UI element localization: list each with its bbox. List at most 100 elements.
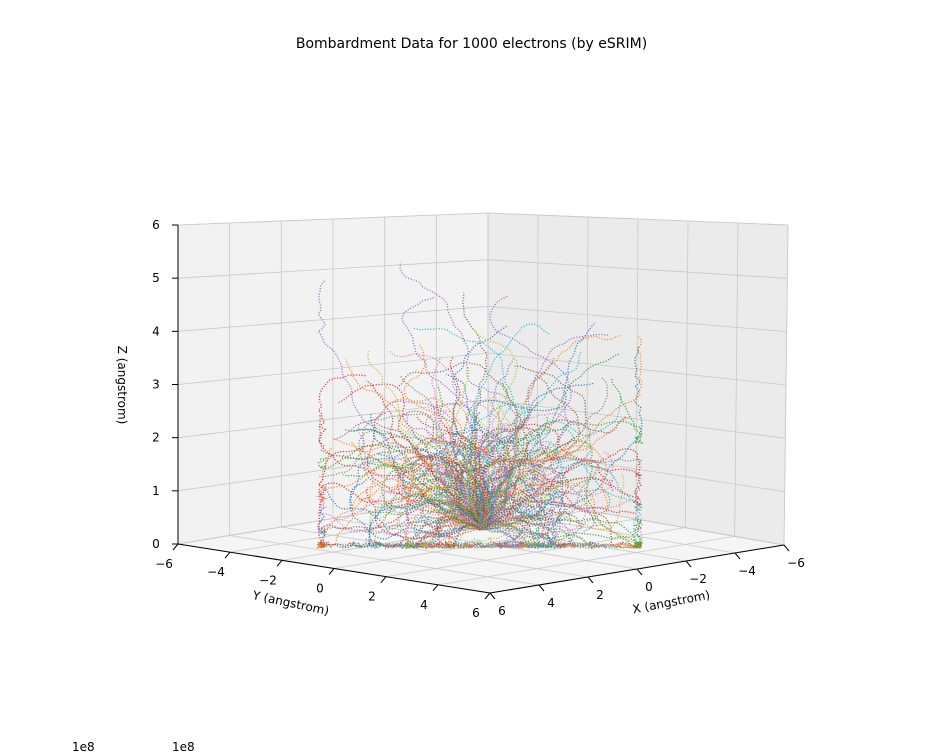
electron-trajectory (480, 465, 580, 529)
electron-trajectory (478, 377, 609, 530)
electron-trajectory (468, 400, 539, 528)
electron-trajectory (318, 413, 486, 529)
electron-trajectory (317, 279, 484, 527)
electron-trajectory (480, 524, 556, 550)
y-tick-label: 6 (472, 606, 480, 620)
electron-trajectory (453, 509, 554, 549)
electron-trajectory (319, 498, 481, 533)
x-tick (538, 584, 545, 592)
y-tick-label: −6 (155, 557, 173, 571)
electron-trajectory (389, 350, 521, 530)
electron-trajectory (436, 401, 481, 531)
electron-trajectory (483, 409, 524, 530)
electron-trajectory (484, 524, 642, 549)
x-tick-label: −2 (689, 572, 707, 586)
electron-trajectory (402, 462, 483, 531)
offset-label-right: 1e8 (172, 740, 195, 754)
electron-trajectory (483, 473, 611, 543)
electron-trajectory (484, 499, 643, 549)
z-tick-label: 1 (152, 484, 160, 498)
electron-trajectory (438, 435, 491, 528)
electron-trajectory (420, 504, 485, 542)
electron-trajectory (438, 412, 486, 529)
electron-trajectory (368, 487, 482, 528)
y-tick-label: 0 (316, 582, 324, 596)
electron-trajectory (480, 415, 627, 527)
electron-trajectory (388, 486, 482, 531)
y-tick (380, 576, 387, 583)
electron-trajectory (467, 390, 511, 530)
x-tick (636, 568, 643, 576)
electron-trajectory (479, 389, 569, 529)
x-wall-grid-line (586, 216, 589, 511)
electron-trajectory (455, 447, 557, 527)
x-tick-label: 2 (596, 588, 604, 602)
electron-trajectory (484, 521, 575, 550)
electron-trajectory (482, 382, 595, 530)
electron-trajectory (376, 495, 485, 528)
electron-trajectory (422, 475, 492, 530)
z-tick-label: 6 (152, 218, 160, 232)
y-tick-label: −2 (259, 573, 277, 587)
electron-trajectory (396, 462, 487, 528)
electron-trajectory (475, 334, 621, 530)
electron-trajectory (448, 480, 507, 529)
y-tick (432, 584, 439, 592)
y-tick-label: 2 (368, 590, 376, 604)
x-axis-label: X (angstrom) (631, 588, 711, 617)
electron-trajectory (483, 527, 608, 549)
electron-trajectory (474, 329, 518, 529)
z-tick-label: 2 (152, 431, 160, 445)
electron-trajectory (480, 416, 526, 528)
electron-trajectory (480, 477, 598, 527)
electron-trajectory (365, 380, 483, 530)
electron-trajectory (479, 519, 559, 549)
electron-trajectory (415, 520, 523, 550)
x-wall-grid-line (734, 222, 739, 537)
chart-title: Bombardment Data for 1000 electrons (by … (295, 36, 648, 52)
electron-trajectories (315, 262, 645, 551)
electron-trajectory (483, 499, 631, 534)
electron-trajectory (480, 507, 541, 549)
x-tick (489, 592, 496, 600)
electron-trajectory (349, 447, 481, 528)
electron-trajectory (364, 510, 482, 548)
electron-trajectory (388, 521, 482, 535)
y-tick (224, 551, 231, 559)
electron-trajectory (480, 377, 644, 528)
electron-trajectory (484, 380, 536, 529)
offset-label-right-text: 1e8 (172, 740, 195, 754)
electron-trajectory (481, 440, 588, 529)
electron-trajectory (370, 412, 494, 528)
y-tick-label: 4 (420, 598, 428, 612)
electron-trajectory (481, 524, 522, 550)
y-tick (276, 560, 283, 567)
y-tick (484, 592, 491, 600)
electron-trajectory (484, 478, 614, 527)
electron-trajectory (317, 374, 485, 529)
electron-trajectory (479, 514, 566, 549)
z-tick-label: 3 (152, 378, 160, 392)
electron-trajectory (317, 469, 486, 530)
electron-trajectory (315, 492, 480, 535)
electron-trajectory (319, 517, 480, 550)
electron-trajectory (438, 439, 481, 528)
z-axis-label: Z (angstrom) (115, 346, 129, 425)
electron-trajectory (479, 458, 643, 529)
electron-trajectory (481, 489, 551, 529)
tick-labels: 0 1 2 3 4 5 6 −6 −4 −2 0 2 4 6 6 4 2 0 −2 −4 −6 (152, 218, 805, 620)
electron-trajectory (404, 365, 481, 531)
electron-trajectory (317, 446, 481, 529)
z-tick-label: 4 (152, 324, 160, 338)
electron-trajectory (318, 514, 483, 535)
electron-trajectory (484, 471, 570, 528)
electron-trajectory (448, 418, 483, 529)
x-wall-grid-line (684, 220, 689, 528)
x-wall-grid-line (783, 224, 789, 546)
electron-trajectory (409, 482, 490, 531)
electron-trajectory (483, 484, 643, 549)
electron-trajectory (397, 410, 485, 529)
z-tick-label: 5 (152, 271, 160, 285)
electron-trajectory (435, 451, 481, 530)
